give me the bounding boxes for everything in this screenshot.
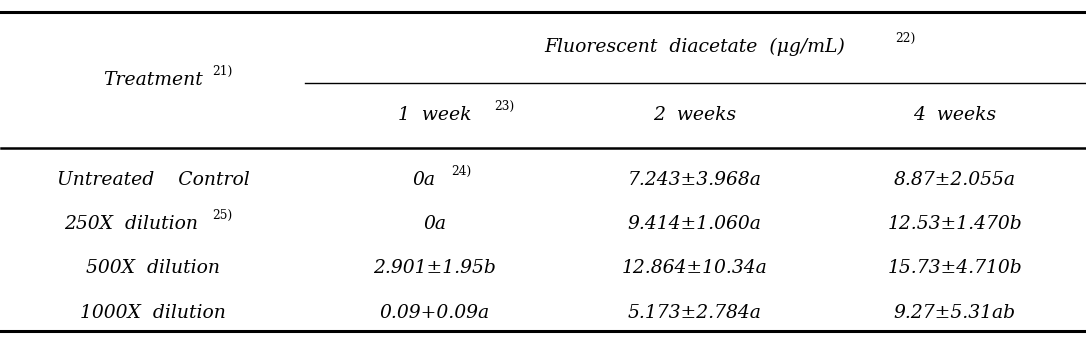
Text: 22): 22) bbox=[895, 32, 915, 45]
Text: 25): 25) bbox=[213, 209, 232, 222]
Text: 9.414±1.060a: 9.414±1.060a bbox=[628, 215, 761, 233]
Text: 12.864±10.34a: 12.864±10.34a bbox=[622, 259, 768, 277]
Text: 4  weeks: 4 weeks bbox=[913, 106, 996, 125]
Text: 500X  dilution: 500X dilution bbox=[86, 259, 220, 277]
Text: 23): 23) bbox=[494, 100, 515, 113]
Text: 1000X  dilution: 1000X dilution bbox=[80, 304, 226, 322]
Text: Fluorescent  diacetate  (μg/mL): Fluorescent diacetate (μg/mL) bbox=[544, 38, 845, 57]
Text: 24): 24) bbox=[451, 165, 471, 178]
Text: 2.901±1.95b: 2.901±1.95b bbox=[374, 259, 496, 277]
Text: 1  week: 1 week bbox=[397, 106, 471, 125]
Text: 12.53±1.470b: 12.53±1.470b bbox=[887, 215, 1022, 233]
Text: 8.87±2.055a: 8.87±2.055a bbox=[894, 171, 1015, 189]
Text: 2  weeks: 2 weeks bbox=[653, 106, 736, 125]
Text: 5.173±2.784a: 5.173±2.784a bbox=[628, 304, 761, 322]
Text: 0.09+0.09a: 0.09+0.09a bbox=[380, 304, 490, 322]
Text: 0a: 0a bbox=[413, 171, 435, 189]
Text: 7.243±3.968a: 7.243±3.968a bbox=[628, 171, 761, 189]
Text: 0a: 0a bbox=[424, 215, 446, 233]
Text: 15.73±4.710b: 15.73±4.710b bbox=[887, 259, 1022, 277]
Text: 9.27±5.31ab: 9.27±5.31ab bbox=[894, 304, 1015, 322]
Text: 21): 21) bbox=[213, 64, 233, 78]
Text: Treatment: Treatment bbox=[103, 71, 203, 88]
Text: 250X  dilution: 250X dilution bbox=[64, 215, 199, 233]
Text: Untreated    Control: Untreated Control bbox=[56, 171, 250, 189]
